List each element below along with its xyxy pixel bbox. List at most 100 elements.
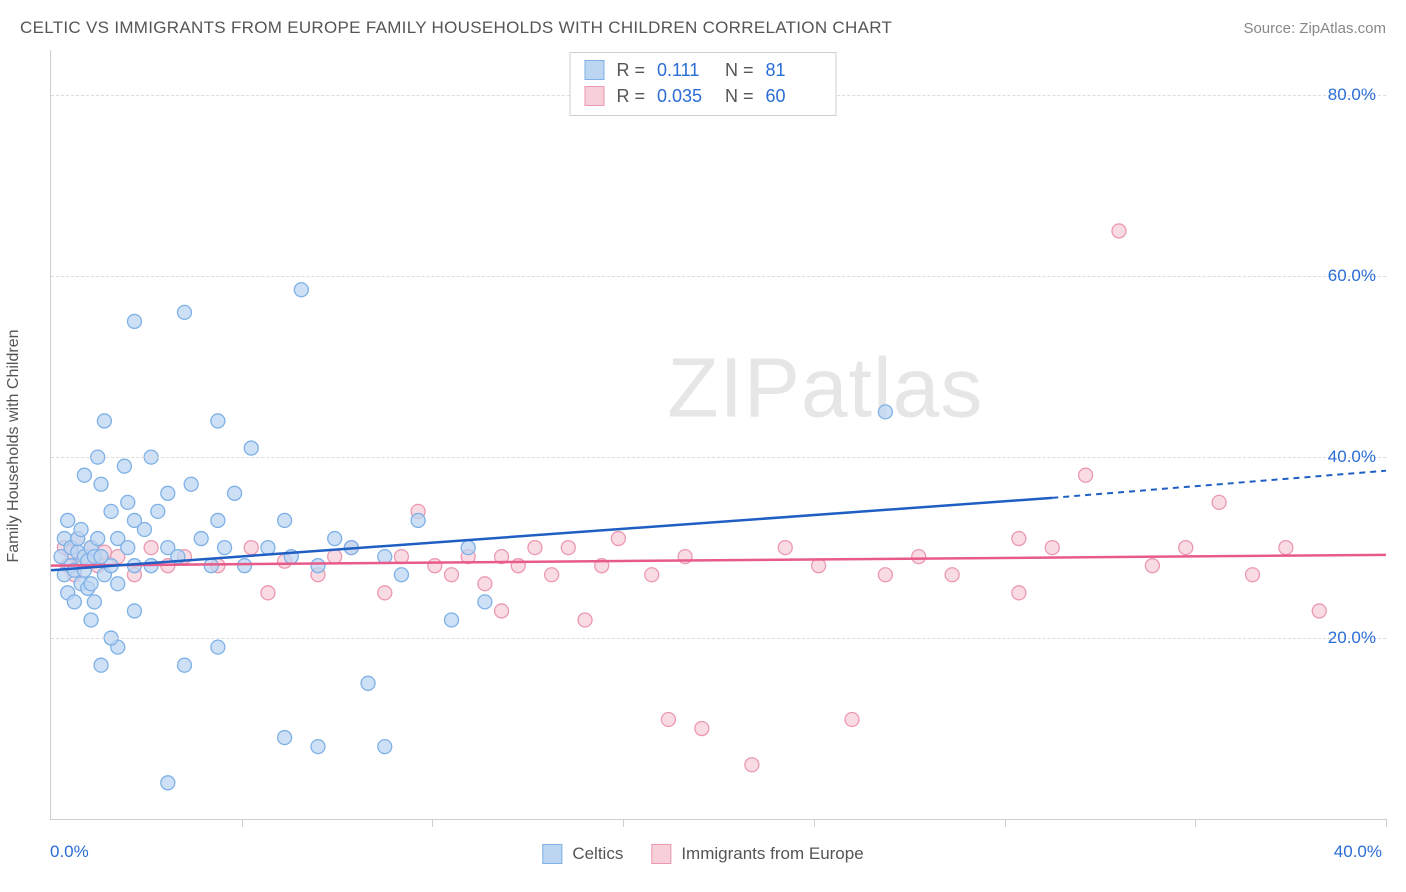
scatter-point-pink [1179, 541, 1193, 555]
scatter-point-blue [194, 532, 208, 546]
scatter-point-blue [137, 522, 151, 536]
stats-legend-box: R = 0.111 N = 81 R = 0.035 N = 60 [569, 52, 836, 116]
gridline [51, 276, 1386, 277]
scatter-point-pink [812, 559, 826, 573]
scatter-point-pink [144, 541, 158, 555]
y-tick-label: 60.0% [1328, 266, 1376, 286]
scatter-point-blue [311, 559, 325, 573]
scatter-point-blue [394, 568, 408, 582]
y-axis-title: Family Households with Children [5, 330, 23, 563]
scatter-point-pink [478, 577, 492, 591]
scatter-point-blue [211, 513, 225, 527]
scatter-point-pink [1012, 532, 1026, 546]
scatter-point-blue [151, 504, 165, 518]
scatter-point-blue [84, 613, 98, 627]
source-label: Source: ZipAtlas.com [1243, 20, 1386, 37]
scatter-point-blue [127, 314, 141, 328]
legend-swatch-pink [651, 844, 671, 864]
y-tick-label: 20.0% [1328, 628, 1376, 648]
scatter-point-blue [91, 532, 105, 546]
scatter-point-blue [461, 541, 475, 555]
scatter-point-pink [378, 586, 392, 600]
scatter-point-blue [84, 577, 98, 591]
scatter-point-pink [945, 568, 959, 582]
scatter-point-blue [294, 283, 308, 297]
stats-row-blue: R = 0.111 N = 81 [584, 57, 821, 83]
scatter-point-pink [528, 541, 542, 555]
scatter-point-blue [127, 604, 141, 618]
scatter-point-pink [545, 568, 559, 582]
scatter-point-pink [661, 712, 675, 726]
x-tick [814, 819, 815, 827]
scatter-point-pink [244, 541, 258, 555]
x-origin-label: 0.0% [50, 842, 89, 862]
gridline [51, 457, 1386, 458]
r-value-pink: 0.035 [657, 83, 713, 109]
r-value-blue: 0.111 [657, 57, 713, 83]
legend-label-pink: Immigrants from Europe [681, 844, 863, 864]
scatter-point-pink [561, 541, 575, 555]
scatter-point-blue [378, 740, 392, 754]
scatter-point-pink [645, 568, 659, 582]
scatter-point-blue [328, 532, 342, 546]
regression-line-blue-dash [1052, 471, 1386, 498]
scatter-point-blue [184, 477, 198, 491]
scatter-point-pink [1112, 224, 1126, 238]
scatter-point-blue [104, 504, 118, 518]
scatter-point-blue [244, 441, 258, 455]
scatter-point-pink [445, 568, 459, 582]
scatter-point-blue [77, 468, 91, 482]
scatter-point-blue [278, 731, 292, 745]
legend-label-blue: Celtics [572, 844, 623, 864]
title-bar: CELTIC VS IMMIGRANTS FROM EUROPE FAMILY … [20, 18, 1386, 38]
scatter-point-blue [117, 459, 131, 473]
scatter-point-blue [228, 486, 242, 500]
scatter-point-blue [218, 541, 232, 555]
scatter-point-blue [178, 305, 192, 319]
scatter-point-pink [1212, 495, 1226, 509]
bottom-legend: Celtics Immigrants from Europe [542, 844, 863, 864]
scatter-point-blue [74, 522, 88, 536]
scatter-point-pink [912, 550, 926, 564]
stats-row-pink: R = 0.035 N = 60 [584, 83, 821, 109]
scatter-point-blue [211, 640, 225, 654]
scatter-point-blue [211, 414, 225, 428]
scatter-point-blue [94, 658, 108, 672]
n-value-blue: 81 [766, 57, 822, 83]
scatter-point-blue [161, 486, 175, 500]
scatter-point-blue [161, 776, 175, 790]
scatter-point-blue [121, 495, 135, 509]
scatter-point-blue [278, 513, 292, 527]
scatter-point-blue [67, 595, 81, 609]
scatter-point-blue [311, 740, 325, 754]
x-tick [432, 819, 433, 827]
scatter-point-blue [61, 513, 75, 527]
scatter-point-blue [94, 477, 108, 491]
scatter-point-pink [1279, 541, 1293, 555]
scatter-point-pink [1012, 586, 1026, 600]
scatter-point-pink [745, 758, 759, 772]
scatter-point-pink [1312, 604, 1326, 618]
scatter-point-blue [87, 595, 101, 609]
scatter-point-blue [878, 405, 892, 419]
legend-item-blue: Celtics [542, 844, 623, 864]
swatch-pink [584, 86, 604, 106]
scatter-point-blue [378, 550, 392, 564]
scatter-point-pink [1079, 468, 1093, 482]
r-label-pink: R = [616, 83, 645, 109]
gridline [51, 638, 1386, 639]
legend-item-pink: Immigrants from Europe [651, 844, 863, 864]
scatter-point-pink [878, 568, 892, 582]
scatter-point-blue [238, 559, 252, 573]
x-tick [1386, 819, 1387, 827]
scatter-point-pink [778, 541, 792, 555]
scatter-point-blue [204, 559, 218, 573]
scatter-point-pink [1246, 568, 1260, 582]
scatter-point-pink [394, 550, 408, 564]
plot-area: ZIPatlas 20.0%40.0%60.0%80.0% [50, 50, 1386, 820]
legend-swatch-blue [542, 844, 562, 864]
scatter-point-pink [611, 532, 625, 546]
n-value-pink: 60 [766, 83, 822, 109]
n-label-pink: N = [725, 83, 754, 109]
scatter-point-pink [1045, 541, 1059, 555]
